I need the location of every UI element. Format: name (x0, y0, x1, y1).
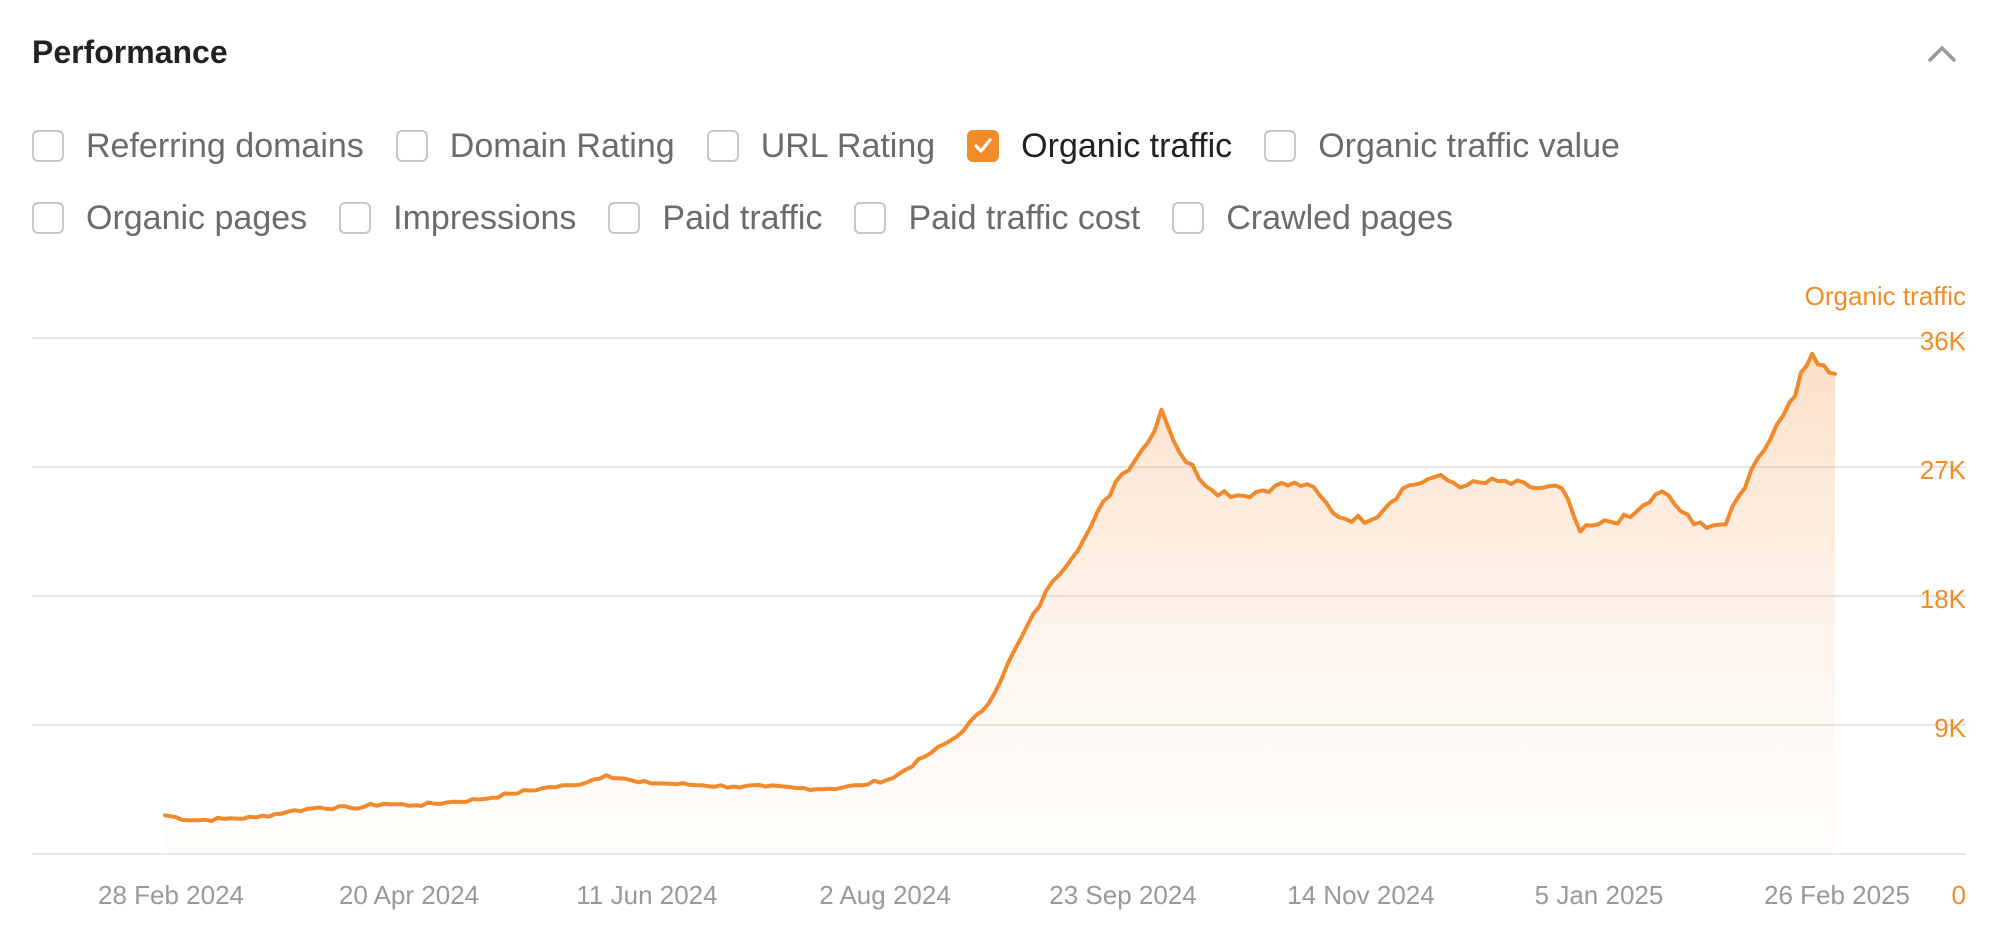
checkbox-organic-traffic[interactable]: Organic traffic (967, 127, 1232, 166)
checkbox-organic-pages[interactable]: Organic pages (32, 199, 307, 238)
organic-traffic-chart: 0 9K 18K 27K 36K 28 Feb 2024 20 Apr 2024 11 Ju… (32, 281, 1967, 910)
checkbox-unchecked-icon[interactable] (706, 130, 739, 162)
metric-checkbox-group: Referring domains Domain Rating URL Rating… (32, 110, 2000, 254)
checkbox-organic-traffic-value[interactable]: Organic traffic value (1264, 127, 1620, 166)
checkbox-unchecked-icon[interactable] (1172, 202, 1205, 234)
page-title: Performance (32, 34, 228, 70)
checkbox-label: Organic pages (86, 198, 308, 237)
checkbox-label: Crawled pages (1226, 198, 1454, 237)
x-tick-label: 2 Aug 2024 (819, 880, 951, 910)
checkbox-unchecked-icon[interactable] (395, 130, 428, 162)
x-tick-label: 26 Feb 2025 (1764, 880, 1910, 910)
x-tick-label: 14 Nov 2024 (1287, 880, 1434, 910)
checkbox-crawled-pages[interactable]: Crawled pages (1172, 199, 1453, 238)
metric-row-2: Organic pages Impressions Paid traffic Paid… (32, 182, 2000, 254)
checkbox-label: Paid traffic (662, 198, 823, 237)
checkbox-unchecked-icon[interactable] (32, 202, 64, 234)
y-tick-label: 0 (1952, 880, 1966, 910)
checkbox-url-rating[interactable]: URL Rating (706, 126, 936, 166)
x-tick-label: 20 Apr 2024 (339, 880, 479, 910)
checkbox-checked-icon[interactable] (967, 130, 1000, 162)
x-tick-label: 23 Sep 2024 (1049, 880, 1196, 910)
checkbox-unchecked-icon[interactable] (1264, 130, 1297, 162)
series-label: Organic traffic (1805, 281, 1966, 311)
checkbox-impressions[interactable]: Impressions (339, 199, 576, 238)
checkbox-unchecked-icon[interactable] (32, 130, 64, 162)
checkbox-paid-traffic-cost[interactable]: Paid traffic cost (854, 199, 1140, 238)
checkbox-paid-traffic[interactable]: Paid traffic (608, 199, 822, 238)
metric-row-1: Referring domains Domain Rating URL Rating… (32, 110, 2000, 182)
checkbox-domain-rating[interactable]: Domain Rating (395, 126, 675, 166)
y-tick-label: 18K (1920, 584, 1967, 614)
checkbox-label: Organic traffic (1021, 126, 1233, 165)
chevron-up-icon[interactable] (1922, 34, 1962, 74)
y-tick-label: 36K (1920, 326, 1967, 356)
checkbox-label: Domain Rating (449, 126, 675, 165)
checkbox-unchecked-icon[interactable] (339, 202, 372, 234)
x-tick-label: 11 Jun 2024 (576, 880, 717, 910)
checkbox-label: URL Rating (760, 126, 936, 165)
checkbox-unchecked-icon[interactable] (608, 202, 641, 234)
checkbox-label: Impressions (393, 198, 577, 237)
series-line (163, 351, 1837, 823)
checkbox-unchecked-icon[interactable] (854, 202, 887, 234)
x-tick-label: 5 Jan 2025 (1535, 880, 1664, 910)
x-tick-label: 28 Feb 2024 (98, 880, 244, 910)
y-tick-label: 27K (1920, 455, 1967, 485)
checkbox-referring-domains[interactable]: Referring domains (32, 127, 364, 166)
checkbox-label: Organic traffic value (1318, 126, 1620, 165)
y-tick-label: 9K (1934, 713, 1966, 743)
checkbox-label: Paid traffic cost (908, 198, 1141, 237)
series-area (165, 353, 1835, 854)
checkbox-label: Referring domains (86, 126, 364, 165)
